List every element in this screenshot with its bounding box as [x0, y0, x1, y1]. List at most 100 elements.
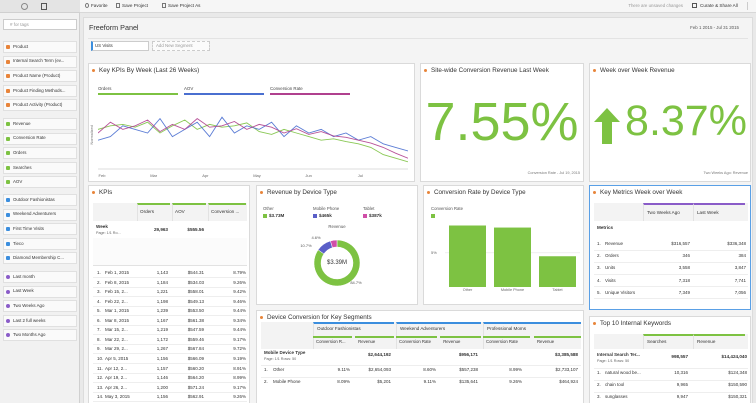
cell: $559.46	[187, 336, 204, 342]
column-header-label: Conversion Rate	[486, 339, 519, 344]
component-item[interactable]	[3, 194, 77, 206]
pager: Page: 1/1 Rows: 50	[597, 358, 630, 363]
panels-icon[interactable]	[21, 3, 28, 10]
component-item[interactable]	[3, 208, 77, 221]
total: $555.56	[187, 227, 204, 232]
component-name[interactable]: Product Activity (Product)	[13, 102, 63, 108]
add-segment[interactable]	[152, 41, 210, 51]
sparkline-area	[93, 238, 247, 266]
widget-card[interactable]	[420, 63, 584, 182]
component-icon	[6, 198, 10, 202]
cell: 7,349	[678, 289, 690, 295]
component-name[interactable]: Product	[13, 43, 29, 49]
component-name[interactable]: Revenue	[13, 120, 31, 126]
component-name[interactable]: Two Weeks Ago	[13, 302, 45, 308]
cell: 1.	[597, 370, 601, 375]
component-item[interactable]	[3, 237, 77, 250]
widget-title: Key KPIs By Week (Last 26 Weeks)	[99, 67, 200, 74]
cell: 9.26%	[509, 379, 522, 384]
summary-footnote: Conversion Rate - Jul 19, 2015	[527, 171, 580, 175]
cell: 7,741	[734, 277, 746, 283]
component-item[interactable]	[3, 41, 77, 53]
component-item[interactable]	[3, 132, 77, 145]
collapse-icon	[92, 191, 95, 194]
component-item[interactable]	[3, 329, 77, 342]
legend-swatch	[313, 214, 317, 218]
component-name[interactable]: Two Months Ago	[13, 332, 46, 338]
cell: $549.13	[187, 298, 204, 304]
cell: 6.	[97, 317, 101, 323]
component-name[interactable]: Tieco	[13, 240, 24, 246]
cell: $464,924	[559, 379, 578, 384]
component-name[interactable]: Searches	[13, 164, 32, 170]
component-item[interactable]	[3, 252, 77, 265]
collapse-icon	[260, 316, 263, 319]
component-item[interactable]	[3, 99, 77, 112]
component-name[interactable]: Last month	[13, 273, 35, 279]
component-name[interactable]: Product Name (Product)	[13, 72, 61, 78]
widget-title: Top 10 Internal Keywords	[600, 320, 672, 327]
cell: 2.	[97, 279, 101, 285]
component-item[interactable]	[3, 161, 77, 174]
toolbar-button[interactable]: Save Project	[122, 2, 149, 8]
segment-label: Professional Moms	[487, 326, 527, 331]
component-name[interactable]: Internal Search Term (ev...	[13, 58, 65, 64]
search-box[interactable]	[3, 19, 77, 30]
component-item[interactable]	[3, 271, 77, 283]
column-header-label: Revenue	[443, 339, 461, 344]
component-item[interactable]	[3, 84, 77, 97]
date-range[interactable]: Feb 1 2015 - Jul 31 2015	[690, 25, 739, 30]
component-name[interactable]: Conversion Rate	[13, 135, 46, 141]
component-item[interactable]	[3, 55, 77, 68]
x-tick-label: Feb	[98, 173, 106, 178]
cell: 1,198	[156, 298, 168, 304]
component-item[interactable]	[3, 70, 77, 83]
cell: Apr 5, 2015	[105, 355, 129, 361]
cell: 8.99%	[233, 375, 246, 381]
component-icon	[6, 289, 10, 294]
component-name[interactable]: Orders	[13, 149, 27, 155]
component-name[interactable]: First Time Visits	[13, 225, 44, 231]
component-item[interactable]	[3, 118, 77, 130]
component-icon	[6, 136, 10, 141]
widget-card[interactable]	[589, 63, 751, 182]
slice-label: 10.7%	[300, 243, 312, 248]
component-item[interactable]	[3, 176, 77, 189]
component-name[interactable]: Weekend Adventurers	[13, 211, 57, 217]
component-name[interactable]: Outdoor Fashionistas	[13, 196, 55, 202]
column-header	[313, 336, 352, 349]
segment-header	[396, 322, 481, 349]
component-item[interactable]	[3, 223, 77, 236]
segment-header	[483, 322, 581, 349]
x-tick-label: Jun	[305, 173, 312, 178]
component-icon	[6, 318, 10, 323]
component-icon	[6, 227, 10, 232]
legend-swatch	[184, 93, 264, 95]
segment-pill[interactable]	[91, 41, 149, 51]
total: $3,385,588	[555, 352, 578, 357]
component-item[interactable]	[3, 300, 77, 313]
component-name[interactable]: Last 2 full weeks	[13, 317, 46, 323]
components-icon[interactable]	[41, 3, 47, 10]
component-name[interactable]: AOV	[13, 179, 23, 185]
column-header	[208, 203, 246, 221]
bar	[494, 227, 531, 287]
toolbar-button[interactable]: Save Project As	[168, 2, 201, 8]
slice-label: 84.7%	[350, 280, 362, 285]
widget-card[interactable]	[589, 316, 751, 403]
cell: 1,184	[156, 279, 168, 285]
share-button[interactable]: Curate & Share All	[700, 2, 738, 8]
cell: May 3, 2015	[105, 394, 130, 400]
column-header	[355, 336, 394, 349]
component-item[interactable]	[3, 314, 77, 327]
component-name[interactable]: Diamond Membership C...	[13, 255, 64, 261]
component-item[interactable]	[3, 285, 77, 298]
summary-number: 8.37%	[625, 97, 747, 145]
component-item[interactable]	[3, 147, 77, 160]
widget-card[interactable]	[88, 185, 250, 403]
component-name[interactable]: Last Week	[13, 288, 34, 294]
toolbar-button[interactable]: Favorite	[91, 2, 108, 8]
component-name[interactable]: Product Finding Methods...	[13, 87, 66, 93]
cell: Units	[605, 265, 616, 271]
close-icon	[747, 2, 753, 10]
